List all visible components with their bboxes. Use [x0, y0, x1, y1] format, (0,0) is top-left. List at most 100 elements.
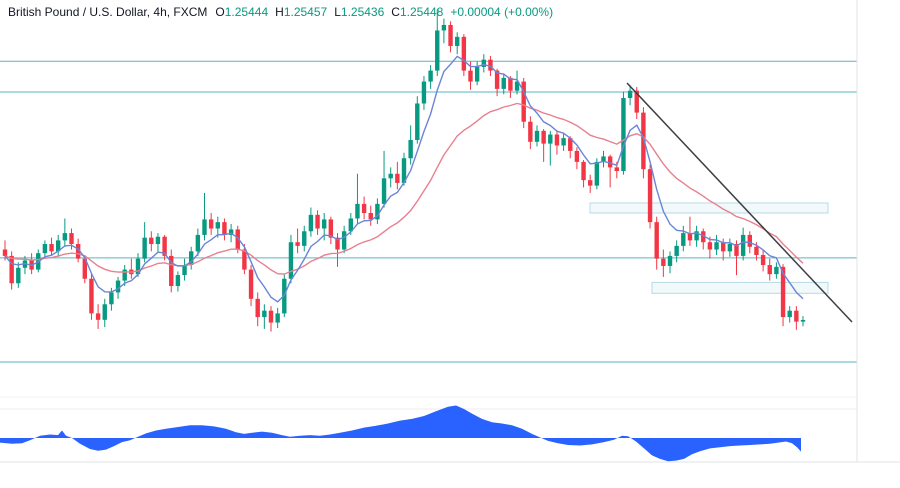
- candle-body: [95, 313, 101, 320]
- quote-h: H1.25457: [275, 5, 328, 19]
- symbol-title: British Pound / U.S. Dollar, 4h, FXCM: [8, 5, 208, 19]
- candle-body: [149, 237, 154, 245]
- candle-body: [787, 310, 792, 318]
- candle-body: [534, 130, 540, 142]
- candle-body: [794, 310, 799, 322]
- candle-body: [361, 203, 367, 214]
- candle-body: [488, 59, 493, 71]
- candle-body: [155, 236, 161, 245]
- candle-body: [302, 231, 307, 246]
- candle-body: [541, 130, 546, 144]
- candle-body: [341, 231, 347, 250]
- candle-body: [16, 267, 21, 284]
- candle-body: [521, 81, 526, 122]
- candle-body: [142, 237, 147, 259]
- candle-body: [554, 134, 560, 146]
- candle-body: [727, 244, 733, 252]
- candle-body: [661, 258, 666, 266]
- candle-body: [162, 236, 167, 256]
- candle-body: [295, 242, 300, 246]
- candle-body: [588, 180, 593, 186]
- candle-body: [189, 251, 194, 266]
- candle-body: [322, 219, 327, 229]
- candle-body: [455, 36, 460, 46]
- candle-body: [62, 233, 68, 241]
- candle-body: [767, 265, 772, 275]
- candle-body: [42, 244, 48, 254]
- candle-body: [614, 167, 619, 172]
- price-zone-box[interactable]: [651, 281, 829, 294]
- slow-ma-line[interactable]: [4, 102, 804, 275]
- candle-body: [654, 222, 659, 259]
- candle-body: [381, 178, 387, 204]
- candle-body: [441, 24, 447, 31]
- candle-body: [494, 70, 500, 89]
- candle-body: [56, 240, 61, 252]
- candle-body: [641, 112, 646, 170]
- candle-body: [255, 298, 260, 318]
- candle-body: [647, 169, 653, 223]
- candle-body: [574, 150, 580, 162]
- candle-body: [228, 229, 234, 235]
- candle-body: [9, 255, 14, 284]
- candle-body: [474, 66, 480, 82]
- candle-body: [740, 234, 746, 256]
- candle-body: [89, 278, 94, 314]
- price-zone-box[interactable]: [589, 202, 829, 214]
- candle-body: [568, 138, 573, 151]
- candle-body: [627, 90, 633, 98]
- time-axis[interactable]: 121926Mar111825Apr: [0, 462, 900, 488]
- quote-o: O1.25444: [215, 5, 269, 19]
- candle-body: [774, 266, 779, 275]
- quote-c: C1.25448: [391, 5, 444, 19]
- candle-body: [415, 103, 420, 140]
- candle-body: [508, 77, 513, 91]
- candle-body: [667, 255, 673, 266]
- candle-body: [208, 219, 214, 229]
- candle-body: [721, 242, 726, 252]
- change-value: +0.00004 (+0.00%): [450, 5, 554, 19]
- candle-body: [747, 234, 752, 247]
- candle-body: [82, 258, 87, 279]
- candle-body: [288, 242, 294, 279]
- candle-body: [468, 70, 473, 82]
- candle-body: [408, 139, 413, 159]
- candle-body: [395, 173, 400, 183]
- candle-body: [714, 242, 719, 250]
- candle-body: [561, 138, 566, 146]
- candle-body: [514, 81, 520, 91]
- candle-body: [754, 246, 759, 255]
- candle-body: [501, 77, 506, 89]
- candle-body: [701, 231, 706, 243]
- candle-body: [268, 310, 274, 323]
- candle-body: [401, 158, 407, 183]
- candle-body: [428, 70, 433, 82]
- candle-body: [135, 258, 141, 275]
- chart-legend[interactable]: British Pound / U.S. Dollar, 4h, FXCM O1.…: [8, 5, 553, 19]
- candle-body: [607, 156, 613, 168]
- candle-body: [122, 269, 127, 281]
- ohlc-quote: O1.25444 H1.25457 L1.25436 C1.25448: [215, 5, 450, 19]
- candle-body: [760, 254, 766, 266]
- candle-body: [195, 234, 201, 252]
- candle-body: [448, 24, 453, 46]
- candle-body: [687, 233, 693, 241]
- candle-body: [528, 121, 533, 142]
- downtrend-trendline[interactable]: [626, 82, 853, 323]
- candle-body: [707, 242, 713, 250]
- candle-body: [348, 218, 353, 232]
- candle-body: [601, 156, 606, 162]
- candle-body: [694, 231, 699, 241]
- candle-body: [248, 269, 254, 299]
- candle-body: [800, 319, 806, 322]
- candle-body: [202, 219, 207, 235]
- fast-ma-line[interactable]: [4, 55, 804, 303]
- candle-body: [222, 222, 227, 235]
- candle-body: [594, 161, 600, 186]
- candle-body: [102, 304, 107, 320]
- price-axis[interactable]: 1.285001.280001.275001.270001.265001.260…: [857, 0, 900, 462]
- candle-body: [355, 203, 360, 219]
- candle-body: [2, 249, 8, 256]
